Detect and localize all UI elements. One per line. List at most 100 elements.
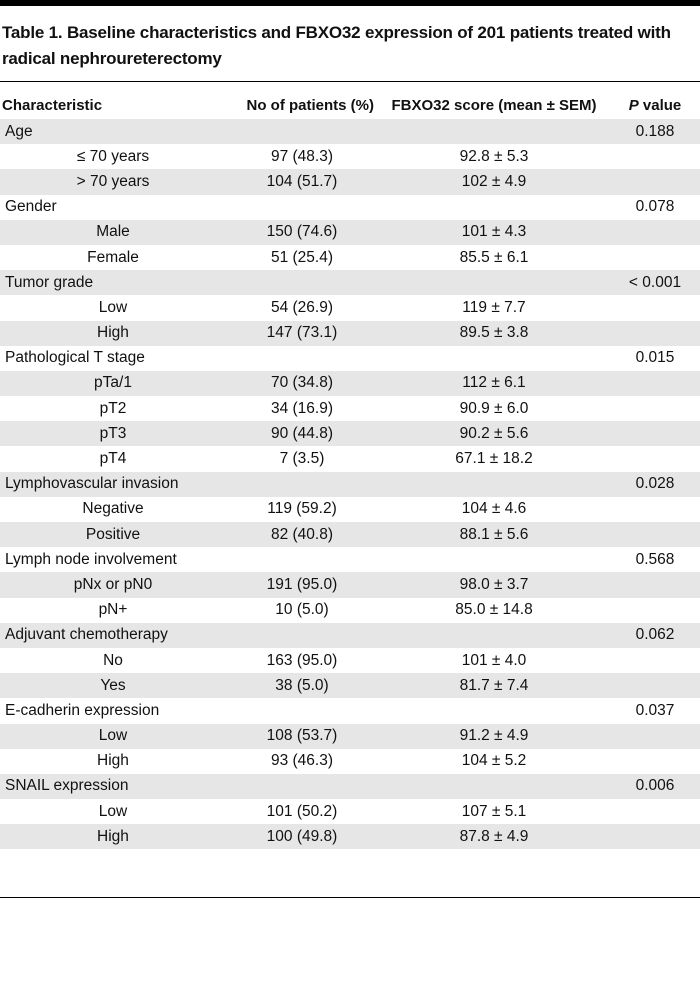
p-value-cell (610, 295, 700, 320)
patients-cell: 51 (25.4) (270, 248, 334, 266)
p-value-cell (610, 824, 700, 850)
p-value-cell (610, 749, 700, 774)
table-row: pN+ 10 (5.0) 85.0 ± 14.8 (0, 598, 700, 623)
fbxo32-cell (378, 547, 610, 572)
fbxo32-cell (378, 346, 610, 371)
p-value-cell (610, 522, 700, 548)
characteristics-table: Characteristic No of patients (%) FBXO32… (0, 92, 700, 850)
group-label: Tumor grade (0, 270, 226, 296)
p-value-cell (610, 572, 700, 598)
table-row: pTa/1 70 (34.8) 112 ± 6.1 (0, 370, 700, 397)
patients-cell: 119 (59.2) (267, 500, 337, 518)
p-value-cell: 0.188 (610, 119, 700, 145)
p-value-cell (610, 497, 700, 522)
patients-cell (226, 471, 378, 497)
patients-cell: 10 (5.0) (275, 601, 329, 619)
p-value-cell: 0.028 (610, 471, 700, 497)
subgroup-label: No (103, 651, 123, 669)
subgroup-label: High (0, 824, 226, 850)
fbxo32-cell (378, 471, 610, 497)
patients-cell (226, 547, 378, 572)
fbxo32-cell: 87.8 ± 4.9 (378, 824, 610, 850)
header-p-italic: P (628, 97, 639, 114)
fbxo32-cell (378, 195, 610, 220)
p-value-cell: 0.078 (635, 198, 675, 216)
table-row: No 163 (95.0) 101 ± 4.0 (0, 648, 700, 673)
fbxo32-cell: 98.0 ± 3.7 (378, 572, 610, 598)
patients-cell: 150 (74.6) (226, 219, 378, 245)
subgroup-label: pTa/1 (0, 370, 226, 397)
p-value-cell (610, 169, 700, 195)
table-row: Positive 82 (40.8) 88.1 ± 5.6 (0, 522, 700, 548)
p-value-cell (610, 245, 700, 270)
group-label: Gender (5, 198, 57, 216)
group-label: Adjuvant chemotherapy (0, 622, 226, 648)
table-group-row: Age 0.188 (0, 119, 700, 145)
group-label: Pathological T stage (5, 349, 145, 367)
fbxo32-cell (378, 698, 610, 723)
bottom-rule (0, 897, 700, 898)
subgroup-label: pT2 (99, 399, 127, 417)
subgroup-label: Low (98, 802, 128, 820)
header-row: Characteristic No of patients (%) FBXO32… (0, 92, 700, 119)
fbxo32-cell: 92.8 ± 5.3 (459, 147, 529, 165)
patients-cell: 101 (50.2) (266, 802, 338, 820)
patients-cell: 108 (53.7) (226, 723, 378, 749)
patients-cell: 97 (48.3) (270, 147, 334, 165)
table-group-row: E-cadherin expression 0.037 (0, 698, 700, 723)
fbxo32-cell: 85.0 ± 14.8 (455, 601, 533, 619)
fbxo32-cell: 67.1 ± 18.2 (455, 450, 533, 468)
table-group-row: Lymphovascular invasion 0.028 (0, 471, 700, 497)
p-value-cell (610, 673, 700, 699)
p-value-cell: 0.062 (610, 622, 700, 648)
patients-cell: 70 (34.8) (226, 370, 378, 397)
table-row: pT2 34 (16.9) 90.9 ± 6.0 (0, 396, 700, 421)
patients-cell: 82 (40.8) (226, 522, 378, 548)
fbxo32-cell (378, 622, 610, 648)
top-rule (0, 81, 700, 82)
table-row: Negative 119 (59.2) 104 ± 4.6 (0, 497, 700, 522)
table-row: High 100 (49.8) 87.8 ± 4.9 (0, 824, 700, 850)
p-value-cell: 0.568 (635, 550, 675, 568)
p-value-cell (610, 396, 700, 421)
header-fbxo32: FBXO32 score (mean ± SEM) (391, 97, 597, 114)
subgroup-label: Male (0, 219, 226, 245)
p-value-cell (610, 648, 700, 673)
fbxo32-cell: 89.5 ± 3.8 (378, 320, 610, 346)
table-row: pT4 7 (3.5) 67.1 ± 18.2 (0, 446, 700, 471)
group-label: SNAIL expression (0, 773, 226, 800)
p-value-cell (610, 144, 700, 169)
patients-cell (226, 773, 378, 800)
patients-cell (226, 119, 378, 145)
table-row: Male 150 (74.6) 101 ± 4.3 (0, 219, 700, 245)
patients-cell (226, 195, 378, 220)
fbxo32-cell (378, 773, 610, 800)
p-value-cell: 0.006 (610, 773, 700, 800)
table-caption: Table 1. Baseline characteristics and FB… (2, 23, 671, 68)
p-value-cell (610, 421, 700, 447)
patients-cell: 104 (51.7) (226, 169, 378, 195)
header-p-value: P value (610, 92, 700, 119)
subgroup-label: pN+ (98, 601, 128, 619)
patients-cell: 147 (73.1) (226, 320, 378, 346)
table-row: Low 108 (53.7) 91.2 ± 4.9 (0, 723, 700, 749)
table-group-row: Lymph node involvement 0.568 (0, 547, 700, 572)
fbxo32-cell: 101 ± 4.3 (378, 219, 610, 245)
table-group-row: SNAIL expression 0.006 (0, 773, 700, 800)
table-group-row: Adjuvant chemotherapy 0.062 (0, 622, 700, 648)
patients-cell: 93 (46.3) (270, 752, 334, 770)
subgroup-label: Low (98, 298, 128, 316)
fbxo32-cell: 85.5 ± 6.1 (459, 248, 529, 266)
patients-cell: 191 (95.0) (226, 572, 378, 598)
patients-cell (226, 622, 378, 648)
top-bar (0, 0, 700, 6)
fbxo32-cell: 88.1 ± 5.6 (378, 522, 610, 548)
fbxo32-cell (378, 270, 610, 296)
patients-cell: 7 (3.5) (279, 450, 325, 468)
fbxo32-cell: 101 ± 4.0 (461, 651, 527, 669)
subgroup-label: High (97, 752, 129, 770)
header-characteristic: Characteristic (2, 97, 103, 114)
subgroup-label: Female (87, 248, 139, 266)
subgroup-label: pNx or pN0 (0, 572, 226, 598)
fbxo32-cell: 81.7 ± 7.4 (378, 673, 610, 699)
